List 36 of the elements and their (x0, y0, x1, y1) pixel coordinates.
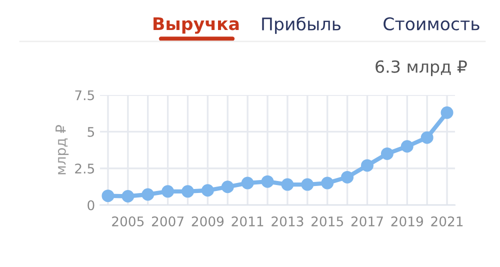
x-tick-label: 2015 (312, 216, 343, 226)
y-tick-label: 0 (88, 200, 94, 210)
y-tick-label: 7.5 (75, 90, 94, 100)
x-tick-label: 2019 (391, 216, 423, 226)
x-tick-label: 2021 (431, 216, 463, 226)
point (380, 147, 394, 160)
x-tick-label: 2009 (192, 216, 224, 226)
point (182, 185, 194, 198)
point (420, 131, 434, 144)
point (400, 140, 414, 153)
x-tick-label: 2007 (152, 216, 184, 226)
point (142, 188, 154, 201)
point (261, 175, 274, 188)
y-tick-label: 2.5 (75, 164, 94, 174)
point (241, 176, 254, 190)
point (321, 176, 334, 190)
point (341, 170, 354, 184)
point (360, 159, 374, 172)
point (221, 180, 234, 194)
point (162, 185, 174, 198)
chart-title: Выручка (154, 17, 239, 34)
point (301, 178, 314, 191)
chart-subtitle: 6.3 млрд ₽ (376, 60, 467, 76)
text: Прибыль (262, 16, 341, 34)
x-tick-label: 2013 (272, 216, 304, 226)
point (440, 106, 454, 119)
point (201, 184, 214, 197)
text: Стоимость (384, 17, 480, 30)
point (281, 178, 294, 191)
x-tick-label: 2005 (112, 216, 144, 226)
x-tick-label: 2011 (232, 216, 264, 226)
y-tick-label: 5 (88, 127, 94, 137)
x-tick-label: 2017 (351, 216, 383, 226)
point (102, 190, 114, 202)
point (122, 190, 134, 203)
y-axis-title: млрд ₽ (56, 125, 69, 174)
